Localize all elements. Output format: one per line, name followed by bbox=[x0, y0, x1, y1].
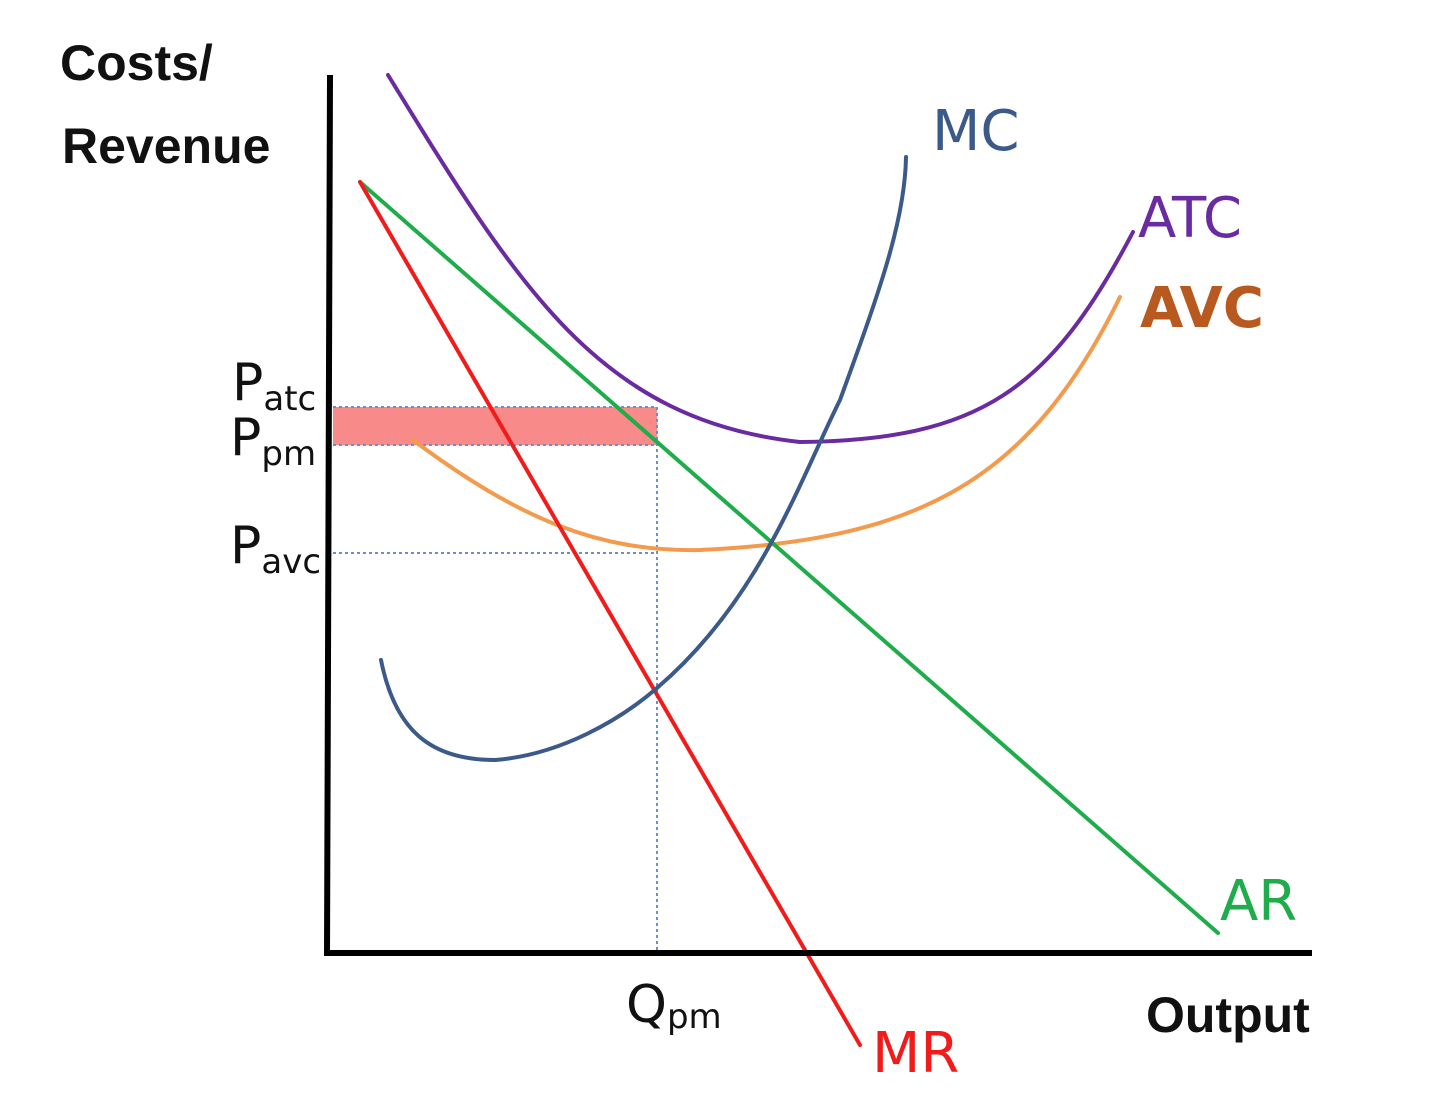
ar-curve bbox=[358, 180, 1220, 935]
mr-label: MR bbox=[872, 1021, 959, 1086]
mc-label: MC bbox=[932, 99, 1019, 164]
y-axis-title-line1: Costs/ bbox=[60, 35, 213, 91]
atc-label: ATC bbox=[1138, 186, 1242, 251]
ppm-label: Ppm bbox=[230, 408, 316, 474]
y-axis bbox=[324, 74, 333, 956]
mc-curve bbox=[379, 155, 908, 763]
atc-curve bbox=[386, 73, 1135, 445]
ar-label: AR bbox=[1220, 869, 1297, 934]
qpm-label: Qpm bbox=[626, 975, 722, 1037]
patc-label: Patc bbox=[232, 353, 316, 419]
x-axis-title: Output bbox=[1146, 987, 1310, 1043]
mr-curve bbox=[358, 180, 862, 1047]
avc-curve bbox=[411, 295, 1122, 553]
pavc-label: Pavc bbox=[230, 516, 321, 582]
avc-label: AVC bbox=[1140, 276, 1264, 341]
y-axis-title-line2: Revenue bbox=[62, 118, 270, 174]
